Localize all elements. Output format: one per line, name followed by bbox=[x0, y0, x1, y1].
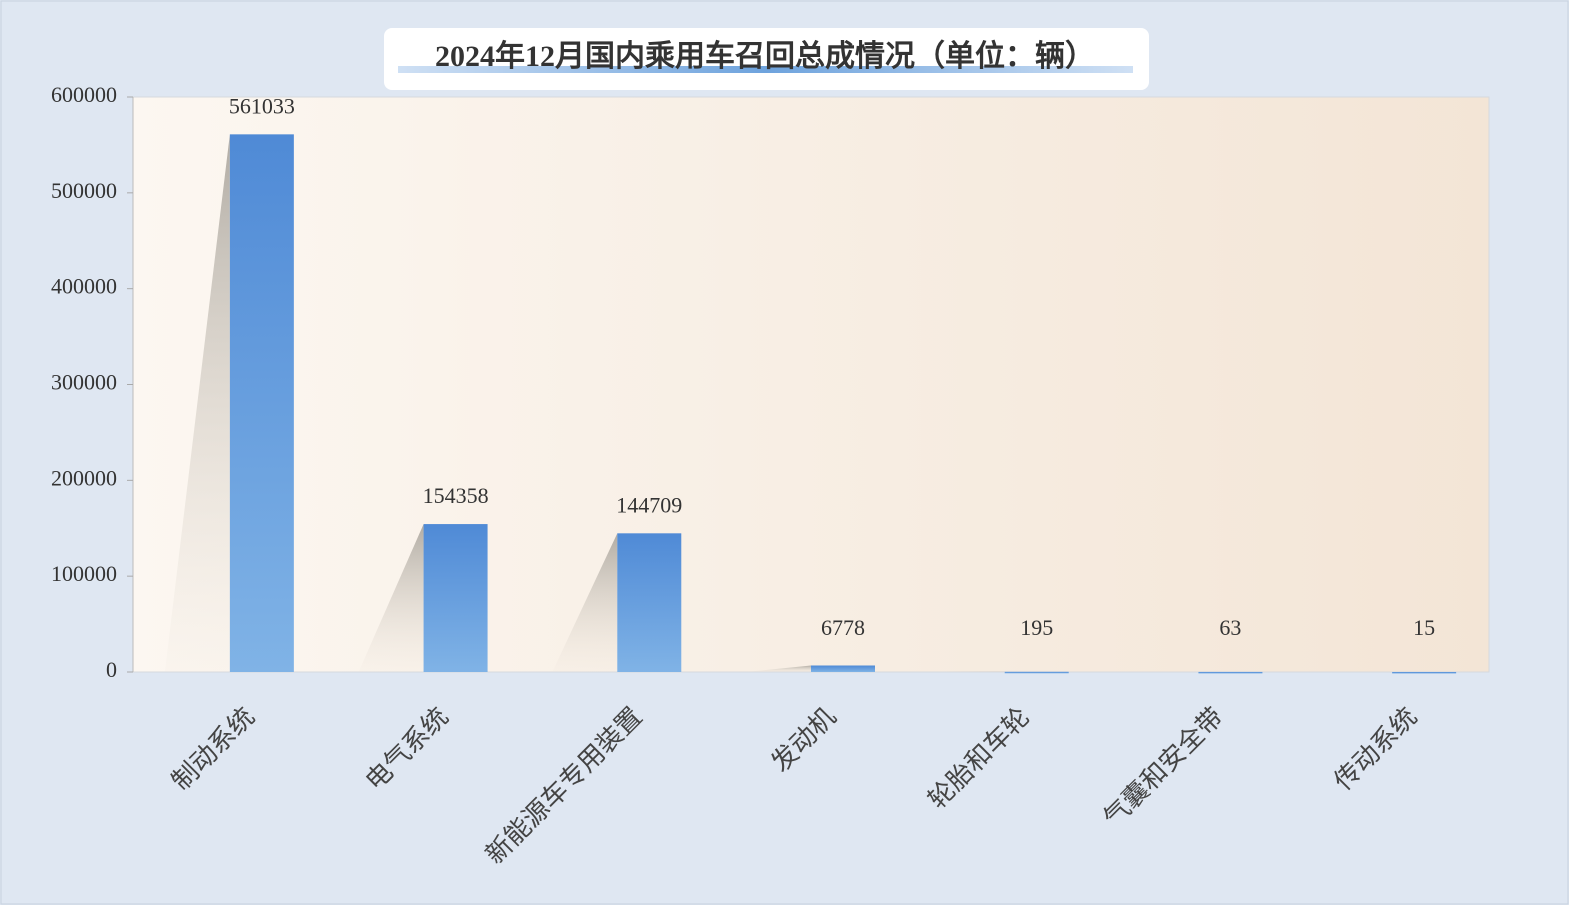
value-label: 63 bbox=[1219, 615, 1241, 640]
bar-shadow bbox=[746, 665, 811, 672]
bar bbox=[1004, 671, 1069, 674]
y-tick-label: 300000 bbox=[51, 370, 117, 395]
plot-area bbox=[132, 96, 1490, 673]
value-label: 154358 bbox=[423, 483, 489, 508]
bar bbox=[229, 134, 294, 672]
title-box bbox=[384, 28, 1149, 90]
value-label: 195 bbox=[1020, 615, 1053, 640]
bar-shadow bbox=[164, 134, 230, 672]
y-tick-label: 500000 bbox=[51, 178, 117, 203]
value-label: 6778 bbox=[821, 615, 865, 640]
y-tick-label: 0 bbox=[106, 657, 117, 682]
title-underline bbox=[398, 66, 1133, 73]
bar bbox=[1198, 671, 1263, 674]
bar bbox=[617, 533, 682, 672]
bar-shadow bbox=[358, 524, 424, 672]
y-tick-label: 600000 bbox=[51, 82, 117, 107]
bar bbox=[1392, 671, 1457, 674]
bar-shadow bbox=[552, 533, 618, 672]
value-label: 144709 bbox=[616, 492, 682, 517]
bar bbox=[811, 665, 875, 672]
y-tick-label: 100000 bbox=[51, 561, 117, 586]
value-label: 561033 bbox=[229, 93, 295, 118]
y-tick-label: 400000 bbox=[51, 274, 117, 299]
y-tick-label: 200000 bbox=[51, 465, 117, 490]
value-label: 15 bbox=[1413, 615, 1435, 640]
chart-title: 2024年12月国内乘用车召回总成情况（单位：辆） bbox=[435, 39, 1095, 73]
bar bbox=[423, 524, 488, 672]
